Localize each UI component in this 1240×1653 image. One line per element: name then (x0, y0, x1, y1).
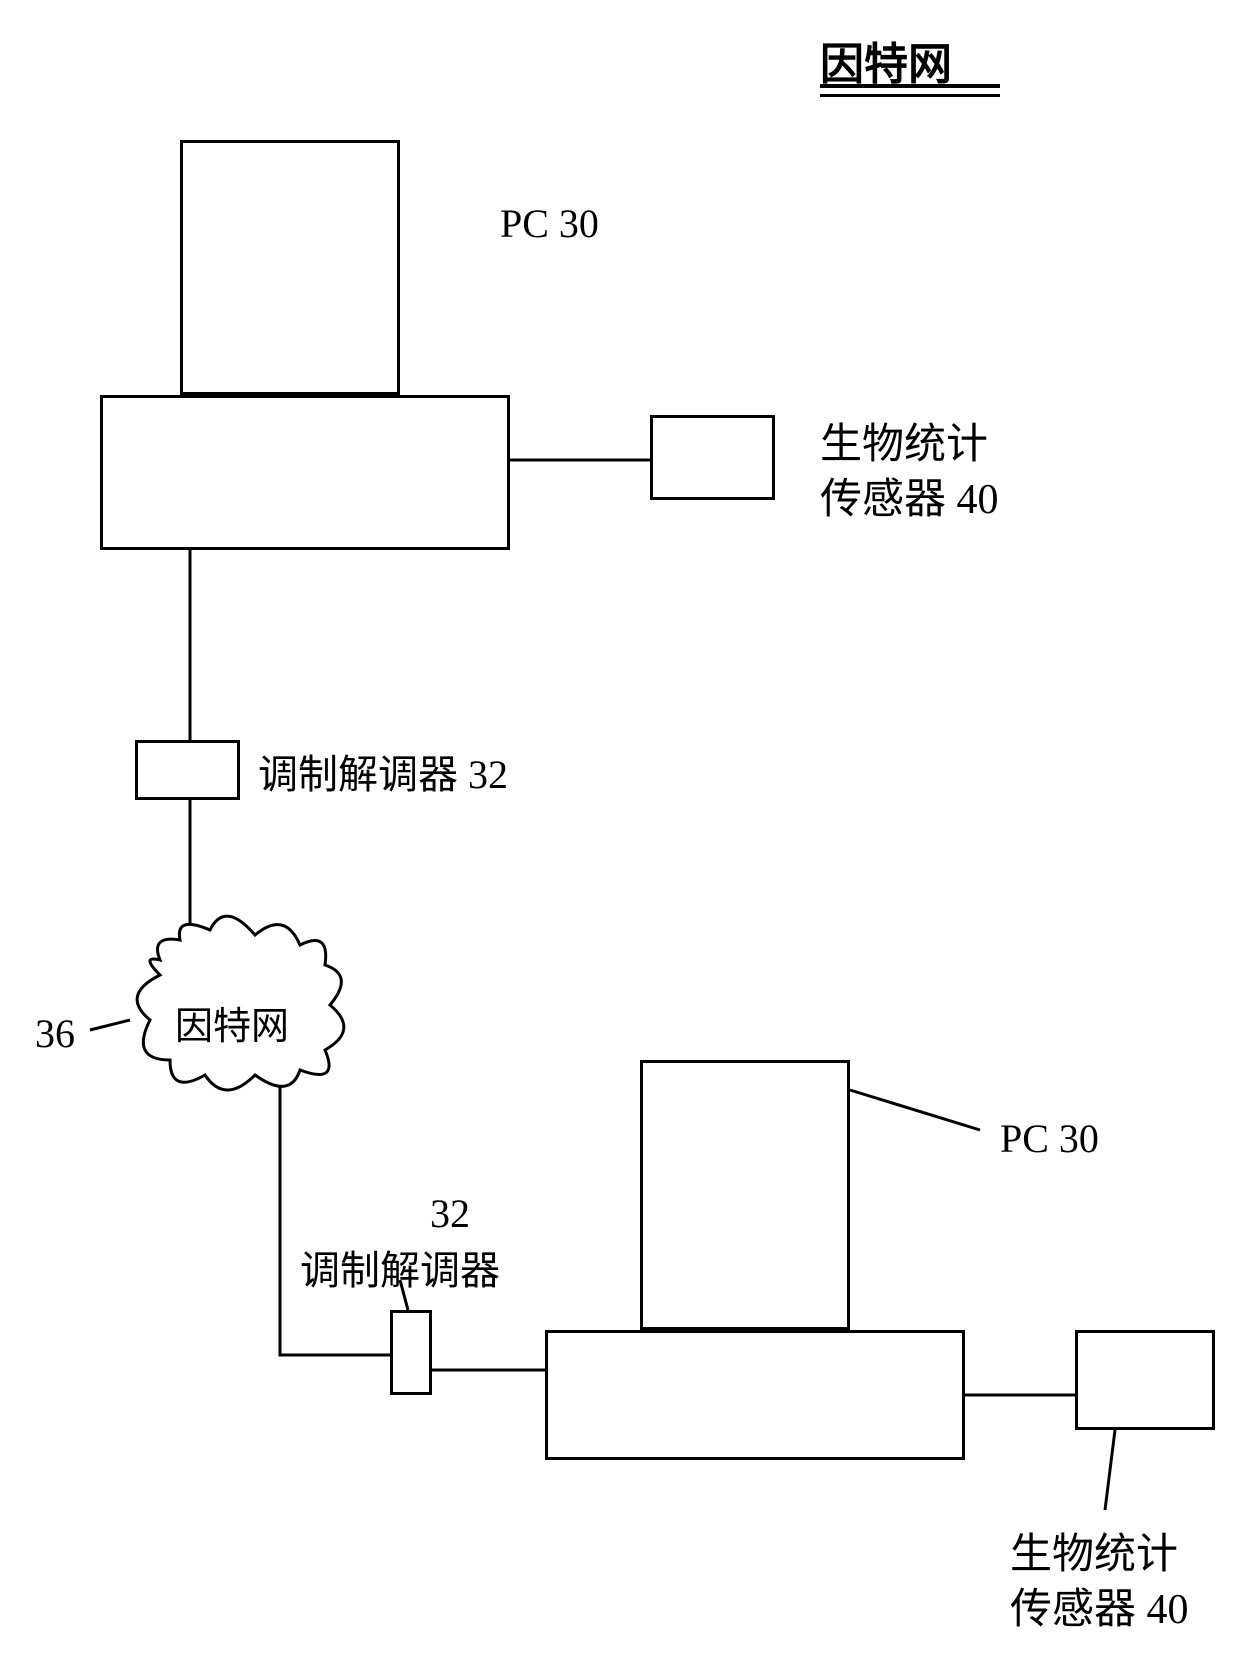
modem1-box (135, 740, 240, 800)
sensor2-leader (1105, 1430, 1115, 1510)
sensor1-label-line1: 生物统计 (820, 410, 988, 471)
pc2-label: PC 30 (1000, 1115, 1099, 1162)
sensor2-box (1075, 1330, 1215, 1430)
pc2-monitor (640, 1060, 850, 1330)
title-underline-1 (820, 84, 1000, 88)
sensor2-label-line2: 传感器 40 (1010, 1575, 1189, 1636)
pc2-leader (850, 1090, 980, 1130)
sensor1-box (650, 415, 775, 500)
cloud-label: 因特网 (175, 995, 289, 1050)
modem2-label-num: 32 (430, 1190, 470, 1237)
cloud-ref-36: 36 (35, 1010, 75, 1057)
pc1-base (100, 395, 510, 550)
pc1-monitor (180, 140, 400, 395)
ref36-to-cloud (90, 1020, 130, 1030)
cloud-to-modem2 (280, 1082, 390, 1355)
page-title: 因特网 (820, 28, 952, 92)
title-underline-2 (820, 94, 1000, 97)
modem2-box (390, 1310, 432, 1395)
modem2-label-text: 调制解调器 (300, 1238, 500, 1296)
modem1-label: 调制解调器 32 (258, 742, 508, 800)
pc1-label: PC 30 (500, 200, 599, 247)
sensor2-label-line1: 生物统计 (1010, 1520, 1178, 1581)
sensor1-label-line2: 传感器 40 (820, 465, 999, 526)
pc2-base (545, 1330, 965, 1460)
